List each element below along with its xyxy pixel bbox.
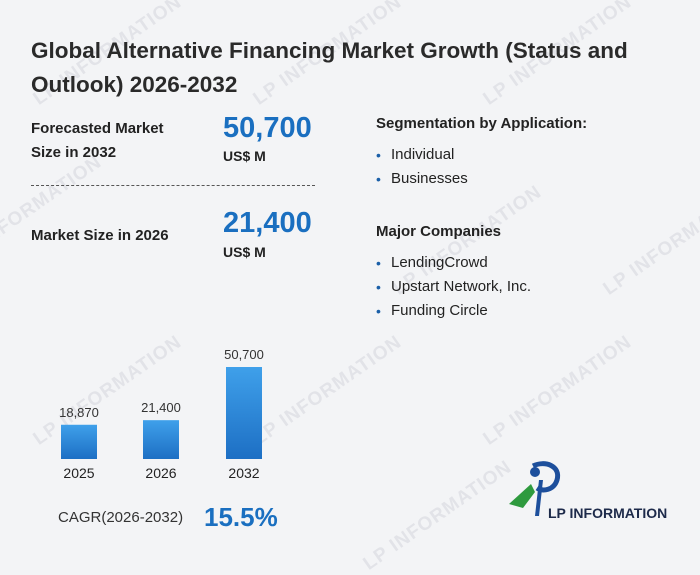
current-label: Market Size in 2026 — [31, 227, 169, 244]
page-title: Global Alternative Financing Market Grow… — [31, 38, 628, 97]
bar-2026 — [143, 420, 179, 459]
list-item: Upstart Network, Inc. — [376, 275, 531, 299]
forecast-label: Forecasted Market Size in 2032 — [31, 117, 164, 165]
list-item: Funding Circle — [376, 299, 531, 323]
logo-text: LP INFORMATION — [548, 505, 668, 521]
cagr-value: 15.5% — [204, 502, 278, 532]
bar-2025 — [61, 424, 97, 459]
forecast-unit: US$ M — [223, 148, 266, 164]
bar-value-label: 21,400 — [141, 400, 181, 415]
bar-2032 — [226, 367, 262, 459]
segmentation-list: Individual Businesses — [376, 143, 468, 191]
logo-person-icon — [531, 461, 561, 493]
companies-list: LendingCrowd Upstart Network, Inc. Fundi… — [376, 251, 531, 323]
companies-title: Major Companies — [376, 223, 502, 240]
list-item: LendingCrowd — [376, 251, 531, 275]
current-unit: US$ M — [223, 244, 266, 260]
bar-value-label: 50,700 — [224, 347, 264, 362]
list-item: Businesses — [376, 167, 468, 191]
bar-value-label: 18,870 — [59, 405, 99, 420]
lp-information-logo — [509, 461, 561, 516]
logo-body-icon — [535, 480, 543, 516]
forecast-label-line2: Size in 2032 — [31, 144, 117, 161]
divider — [31, 185, 315, 186]
x-tick-label: 2032 — [228, 465, 259, 481]
current-value: 21,400 — [223, 207, 312, 239]
x-tick-label: 2026 — [145, 465, 176, 481]
forecast-label-line1: Forecasted Market — [31, 120, 164, 137]
bar-chart: 18,870 2025 21,400 2026 50,700 2032 — [59, 347, 264, 481]
segmentation-title: Segmentation by Application: — [376, 115, 588, 132]
logo-head-icon — [530, 467, 540, 477]
forecast-value: 50,700 — [223, 112, 312, 144]
x-tick-label: 2025 — [63, 465, 94, 481]
cagr-label: CAGR(2026-2032) — [58, 509, 184, 526]
logo-swoosh-icon — [509, 484, 535, 508]
list-item: Individual — [376, 143, 468, 167]
